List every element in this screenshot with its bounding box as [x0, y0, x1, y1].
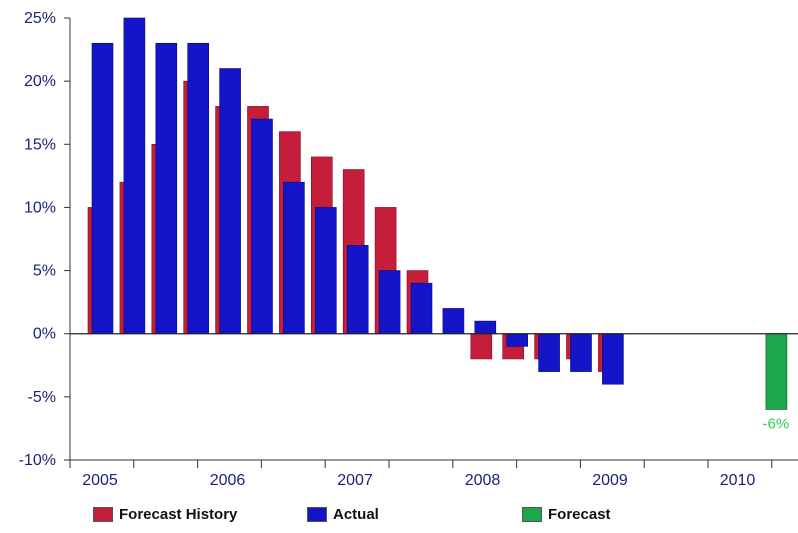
actual-bar: [219, 68, 241, 335]
bars-group: [87, 17, 788, 410]
legend-swatch-forecast: [522, 507, 542, 522]
y-tick-label: -10%: [19, 452, 56, 469]
x-tick-label: 2010: [720, 472, 756, 489]
legend-item-forecast: Forecast: [522, 506, 611, 523]
actual-bar: [314, 207, 337, 335]
legend-item-actual: Actual: [307, 506, 379, 523]
forecast-data-label: -6%: [763, 415, 790, 432]
actual-bar: [506, 333, 529, 347]
labels-group: -6% 25% 20% 15% 10% 5% 0% -5% -10% 2005 2006 2007 20…: [19, 10, 790, 489]
forecast-history-bar: [470, 333, 493, 360]
legend-swatch-actual: [307, 507, 327, 522]
actual-bar: [187, 42, 209, 335]
actual-bar: [378, 270, 401, 335]
axes-group: [64, 17, 798, 468]
x-tick-label: 2006: [210, 472, 246, 489]
actual-bar: [251, 118, 273, 335]
actual-bar: [283, 181, 305, 335]
y-tick-label: -5%: [28, 389, 56, 406]
chart-canvas: -6% 25% 20% 15% 10% 5% 0% -5% -10% 2005 2006 2007 20…: [19, 10, 798, 489]
actual-bar: [602, 333, 624, 385]
legend-label-forecast-history: Forecast History: [119, 506, 238, 523]
x-tick-label: 2009: [592, 472, 628, 489]
x-tick-label: 2008: [465, 472, 501, 489]
x-tick-label: 2007: [337, 472, 373, 489]
actual-bar: [155, 42, 178, 335]
legend-label-forecast: Forecast: [548, 506, 611, 523]
x-tick-label: 2005: [82, 472, 118, 489]
actual-bar: [538, 333, 560, 372]
legend-label-actual: Actual: [333, 506, 379, 523]
y-tick-label: 20%: [24, 73, 56, 90]
actual-bar: [570, 333, 592, 372]
actual-bar: [123, 17, 146, 335]
y-tick-label: 10%: [24, 199, 56, 216]
y-tick-label: 0%: [33, 326, 56, 343]
y-tick-label: 25%: [24, 10, 56, 27]
actual-bar: [91, 42, 114, 335]
y-tick-label: 15%: [24, 136, 56, 153]
legend-item-forecast-history: Forecast History: [93, 506, 237, 523]
actual-bar: [474, 320, 497, 335]
legend-swatch-forecast-history: [93, 507, 113, 522]
forecast-bar: [765, 333, 788, 410]
actual-bar: [410, 282, 433, 335]
actual-bar: [346, 245, 369, 335]
actual-bar: [442, 308, 465, 335]
y-tick-label: 5%: [33, 263, 56, 280]
